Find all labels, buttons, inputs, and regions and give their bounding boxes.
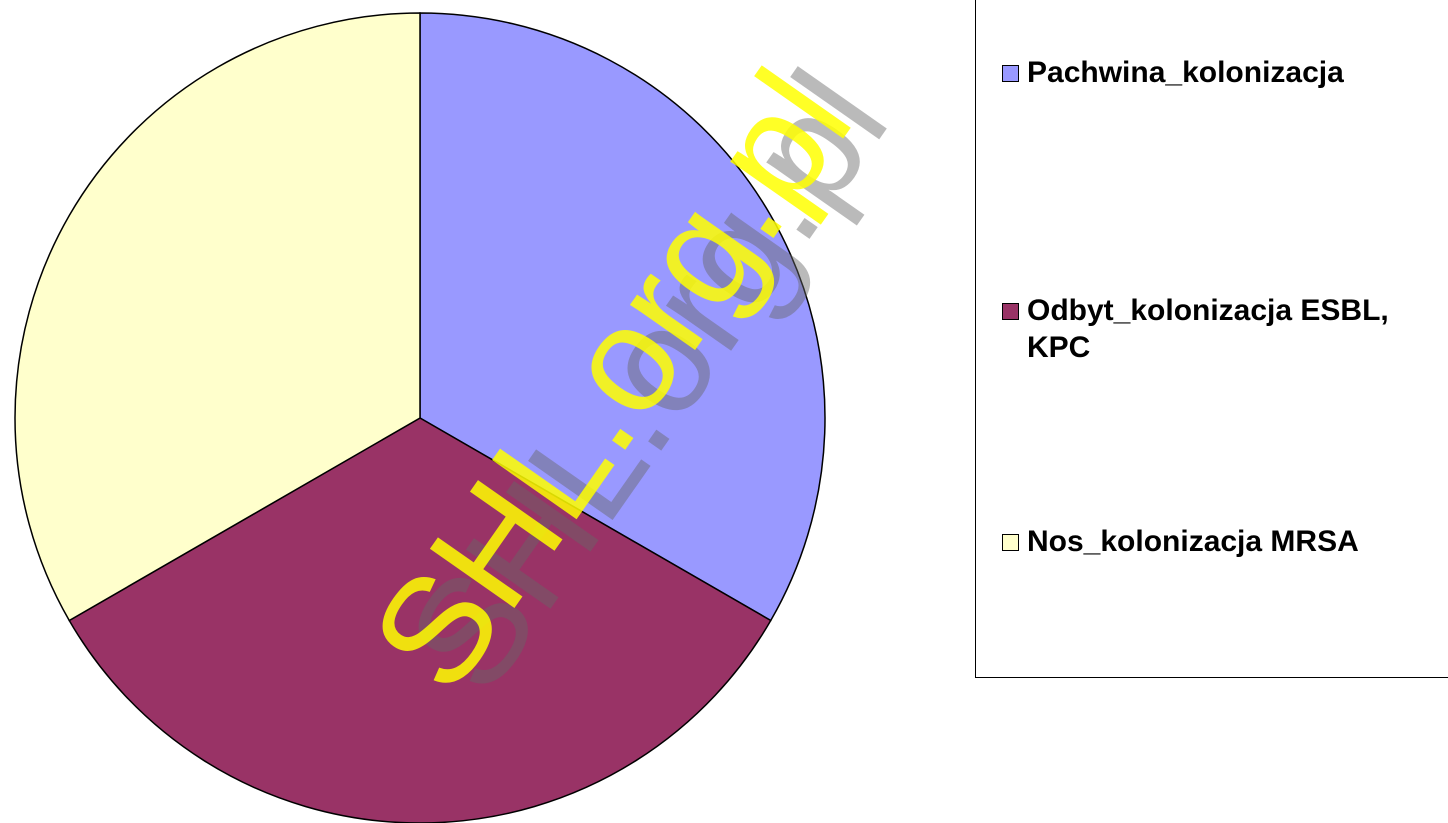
legend-entry: Pachwina_kolonizacja <box>1002 54 1447 91</box>
pie-slice <box>14 12 421 622</box>
legend-label: Odbyt_kolonizacja ESBL, KPC <box>1027 294 1389 364</box>
legend-swatch <box>1002 303 1019 320</box>
legend-label: Nos_kolonizacja MRSA <box>1027 525 1359 558</box>
legend-entry: Odbyt_kolonizacja ESBL, KPC <box>1002 292 1447 366</box>
legend-swatch <box>1002 534 1019 551</box>
legend-swatch <box>1002 65 1019 82</box>
legend-entry: Nos_kolonizacja MRSA <box>1002 523 1447 560</box>
pie-slice <box>419 12 826 622</box>
legend: Pachwina_kolonizacja Odbyt_kolonizacja ES… <box>975 0 1448 678</box>
legend-label: Pachwina_kolonizacja <box>1027 56 1344 89</box>
chart <box>14 12 826 823</box>
